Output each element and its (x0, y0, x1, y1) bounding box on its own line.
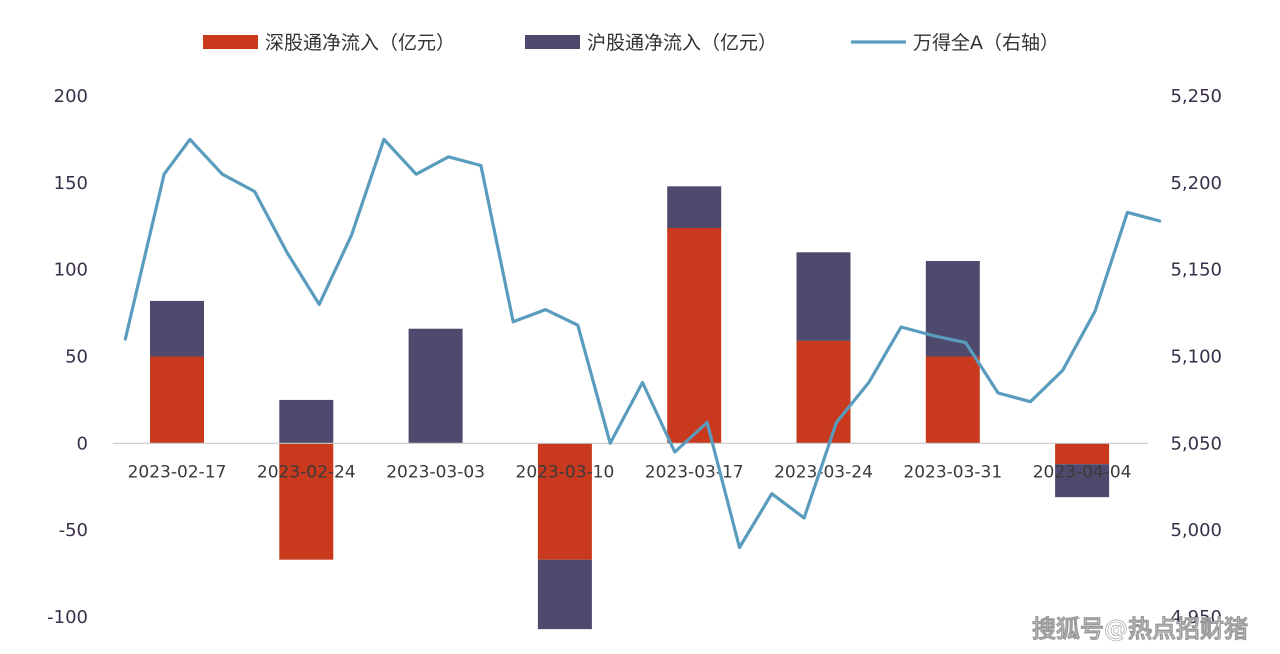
x-tick-label: 2023-03-24 (774, 462, 873, 482)
bar-shenzhen (150, 356, 204, 444)
bar-shenzhen (796, 340, 851, 444)
bar-shanghai (796, 252, 851, 341)
legend-label: 沪股通净流入（亿元） (587, 32, 777, 54)
x-tick-label: 2023-02-24 (257, 462, 356, 482)
left-y-tick-label: -100 (47, 607, 88, 628)
x-tick-label: 2023-03-31 (903, 462, 1002, 482)
x-tick-label: 2023-03-03 (386, 462, 485, 482)
legend-item-shanghai: 沪股通净流入（亿元） (525, 32, 777, 54)
legend-label: 深股通净流入（亿元） (265, 32, 455, 54)
legend-label: 万得全A（右轴） (913, 32, 1059, 54)
bar-shenzhen (1055, 443, 1110, 465)
x-tick-label: 2023-02-17 (128, 462, 227, 482)
left-y-tick-label: -50 (59, 520, 88, 541)
bar-shanghai (537, 559, 592, 630)
legend: 深股通净流入（亿元） 沪股通净流入（亿元） 万得全A（右轴） (203, 32, 1059, 54)
x-tick-label: 2023-03-17 (645, 462, 744, 482)
watermark: 搜狐号@热点招财猪 (1032, 615, 1248, 643)
bar-series (150, 186, 1110, 630)
left-y-tick-label: 0 (77, 433, 88, 454)
right-y-tick-label: 5,000 (1170, 520, 1222, 541)
x-tick-label: 2023-04-04 (1033, 462, 1132, 482)
right-y-tick-label: 5,150 (1170, 260, 1222, 281)
bar-shanghai (408, 328, 463, 444)
bar-shanghai (925, 260, 980, 357)
line-series (123, 137, 1162, 550)
bar-shanghai (279, 399, 334, 444)
bar-shanghai (1055, 464, 1110, 498)
left-y-tick-label: 200 (54, 86, 88, 107)
bar-shanghai (667, 186, 722, 228)
bar-shenzhen (925, 356, 980, 444)
left-y-tick-label: 100 (54, 260, 88, 281)
bar-shanghai (150, 300, 204, 357)
left-y-axis: -100 -50 0 50 100 150 200 (47, 86, 88, 628)
right-y-tick-label: 4,950 (1170, 607, 1222, 628)
legend-item-index: 万得全A（右轴） (851, 32, 1059, 54)
right-y-tick-label: 5,200 (1170, 173, 1222, 194)
right-y-axis: 4,950 5,000 5,050 5,100 5,150 5,200 5,250 (1170, 86, 1222, 628)
left-y-tick-label: 50 (65, 347, 88, 368)
wind-a-index-line (123, 137, 1162, 550)
x-axis-labels: 2023-02-17 2023-02-24 2023-03-03 2023-03-10… (128, 462, 1132, 482)
right-y-tick-label: 5,250 (1170, 86, 1222, 107)
legend-swatch (203, 35, 258, 49)
bar-shenzhen (537, 443, 592, 560)
left-y-tick-label: 150 (54, 173, 88, 194)
bar-shenzhen (279, 443, 334, 560)
x-tick-label: 2023-03-10 (516, 462, 615, 482)
legend-swatch (525, 35, 580, 49)
legend-item-shenzhen: 深股通净流入（亿元） (203, 32, 455, 54)
bar-shenzhen (667, 227, 722, 444)
right-y-tick-label: 5,100 (1170, 347, 1222, 368)
right-y-tick-label: 5,050 (1170, 433, 1222, 454)
